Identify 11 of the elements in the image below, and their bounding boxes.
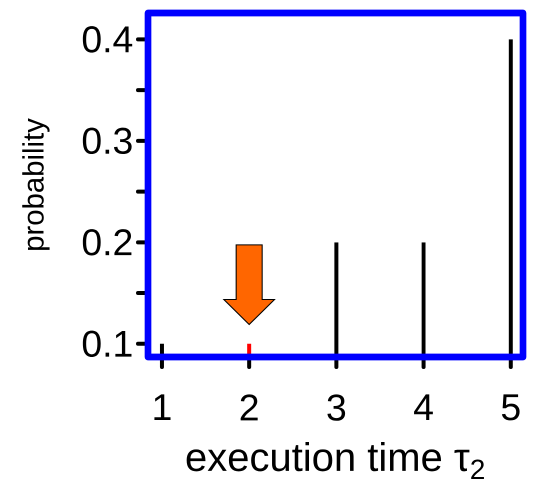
y-tick-label: 0.2: [82, 229, 132, 256]
y-axis-title: probability: [22, 118, 50, 250]
y-tick-label: 0.4: [82, 26, 132, 53]
x-tick-label: 1: [154, 394, 171, 420]
x-tick-label: 3: [327, 394, 346, 421]
x-tick-label: 4: [414, 394, 433, 420]
y-tick-label: 0.1: [82, 330, 132, 358]
x-axis-title: execution time τ$_{2}$: [186, 442, 484, 480]
x-tick-label: 5: [502, 394, 520, 420]
y-tick-label: 0.3: [82, 128, 132, 154]
x-tick-label: 2: [240, 394, 258, 420]
